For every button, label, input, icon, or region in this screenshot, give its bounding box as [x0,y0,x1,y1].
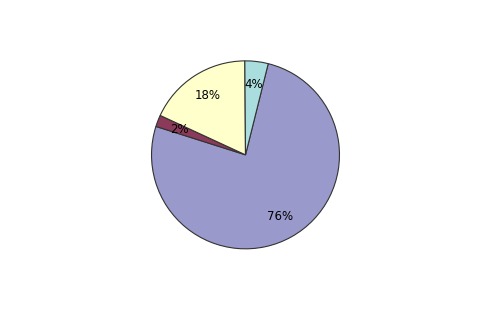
Text: 2%: 2% [170,123,189,136]
Text: 18%: 18% [194,89,220,102]
Wedge shape [156,116,246,155]
Text: 4%: 4% [245,78,263,91]
Wedge shape [152,64,339,249]
Wedge shape [160,61,246,155]
Wedge shape [245,61,268,155]
Text: 76%: 76% [267,210,293,223]
